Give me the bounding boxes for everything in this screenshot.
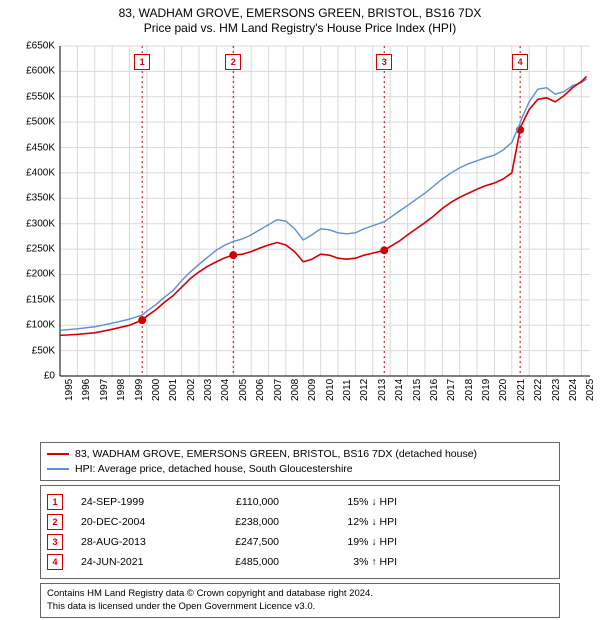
event-date: 28-AUG-2013 <box>81 536 181 548</box>
y-tick-label: £250K <box>26 244 55 255</box>
event-date: 20-DEC-2004 <box>81 516 181 528</box>
x-tick-label: 2010 <box>325 379 336 401</box>
x-tick-label: 2012 <box>359 379 370 401</box>
event-number: 1 <box>47 494 63 510</box>
x-tick-label: 2016 <box>429 379 440 401</box>
license-box: Contains HM Land Registry data © Crown c… <box>40 583 560 618</box>
event-price: £247,500 <box>199 536 279 548</box>
legend-label-price-paid: 83, WADHAM GROVE, EMERSONS GREEN, BRISTO… <box>75 447 477 462</box>
x-tick-label: 2006 <box>255 379 266 401</box>
events-table-row: 3 28-AUG-2013 £247,500 19% ↓ HPI <box>47 532 553 552</box>
x-tick-label: 2024 <box>568 379 579 401</box>
x-tick-label: 2021 <box>516 379 527 401</box>
x-tick-label: 2025 <box>585 379 596 401</box>
x-tick-label: 2003 <box>203 379 214 401</box>
chart-svg <box>0 36 600 436</box>
license-line1: Contains HM Land Registry data © Crown c… <box>47 588 553 600</box>
event-delta: 15% ↓ HPI <box>297 496 397 508</box>
y-tick-label: £200K <box>26 269 55 280</box>
x-tick-label: 1999 <box>134 379 145 401</box>
y-tick-label: £300K <box>26 218 55 229</box>
license-line2: This data is licensed under the Open Gov… <box>47 601 553 613</box>
x-tick-label: 2004 <box>220 379 231 401</box>
event-price: £238,000 <box>199 516 279 528</box>
x-tick-label: 2015 <box>412 379 423 401</box>
x-tick-label: 2018 <box>464 379 475 401</box>
x-tick-label: 2002 <box>186 379 197 401</box>
chart-title-block: 83, WADHAM GROVE, EMERSONS GREEN, BRISTO… <box>0 0 600 36</box>
x-tick-label: 1998 <box>116 379 127 401</box>
event-callout: 4 <box>512 54 528 70</box>
x-tick-label: 2001 <box>168 379 179 401</box>
x-tick-label: 1997 <box>99 379 110 401</box>
event-callout: 2 <box>225 54 241 70</box>
x-tick-label: 1996 <box>81 379 92 401</box>
event-callout: 3 <box>376 54 392 70</box>
x-tick-label: 2009 <box>307 379 318 401</box>
x-tick-label: 2007 <box>273 379 284 401</box>
chart-title-line1: 83, WADHAM GROVE, EMERSONS GREEN, BRISTO… <box>0 6 600 21</box>
x-tick-label: 2008 <box>290 379 301 401</box>
y-tick-label: £450K <box>26 142 55 153</box>
event-number: 4 <box>47 554 63 570</box>
event-number: 3 <box>47 534 63 550</box>
event-callout: 1 <box>134 54 150 70</box>
legend-row-price-paid: 83, WADHAM GROVE, EMERSONS GREEN, BRISTO… <box>47 447 553 462</box>
x-tick-label: 2011 <box>342 379 353 401</box>
legend-label-hpi: HPI: Average price, detached house, Sout… <box>75 462 353 477</box>
events-table-row: 1 24-SEP-1999 £110,000 15% ↓ HPI <box>47 492 553 512</box>
legend-swatch-price-paid <box>47 453 69 455</box>
x-tick-label: 2019 <box>481 379 492 401</box>
event-price: £110,000 <box>199 496 279 508</box>
events-table-row: 4 24-JUN-2021 £485,000 3% ↑ HPI <box>47 552 553 572</box>
x-tick-label: 2017 <box>446 379 457 401</box>
y-tick-label: £100K <box>26 320 55 331</box>
event-date: 24-SEP-1999 <box>81 496 181 508</box>
x-tick-label: 2013 <box>377 379 388 401</box>
x-tick-label: 2005 <box>238 379 249 401</box>
event-delta: 12% ↓ HPI <box>297 516 397 528</box>
event-number: 2 <box>47 514 63 530</box>
legend-row-hpi: HPI: Average price, detached house, Sout… <box>47 462 553 477</box>
y-tick-label: £350K <box>26 193 55 204</box>
events-table-row: 2 20-DEC-2004 £238,000 12% ↓ HPI <box>47 512 553 532</box>
x-tick-label: 2023 <box>551 379 562 401</box>
y-tick-label: £500K <box>26 117 55 128</box>
event-date: 24-JUN-2021 <box>81 556 181 568</box>
x-tick-label: 2022 <box>533 379 544 401</box>
y-tick-label: £550K <box>26 91 55 102</box>
x-tick-label: 2020 <box>498 379 509 401</box>
price-vs-hpi-chart: £0 £50K £100K £150K £200K £250K £300K £350K £400… <box>0 36 600 436</box>
event-price: £485,000 <box>199 556 279 568</box>
legend-box: 83, WADHAM GROVE, EMERSONS GREEN, BRISTO… <box>40 442 560 481</box>
event-delta: 19% ↓ HPI <box>297 536 397 548</box>
events-table: 1 24-SEP-1999 £110,000 15% ↓ HPI 2 20-DEC-200… <box>40 485 560 579</box>
x-tick-label: 2014 <box>394 379 405 401</box>
y-tick-label: £600K <box>26 66 55 77</box>
y-tick-label: £50K <box>32 345 55 356</box>
y-tick-label: £400K <box>26 167 55 178</box>
x-tick-label: 2000 <box>151 379 162 401</box>
x-tick-label: 1995 <box>64 379 75 401</box>
chart-title-line2: Price paid vs. HM Land Registry's House … <box>0 21 600 36</box>
y-tick-label: £0 <box>44 371 55 382</box>
y-tick-label: £650K <box>26 41 55 52</box>
event-delta: 3% ↑ HPI <box>297 556 397 568</box>
y-tick-label: £150K <box>26 294 55 305</box>
legend-swatch-hpi <box>47 468 69 470</box>
